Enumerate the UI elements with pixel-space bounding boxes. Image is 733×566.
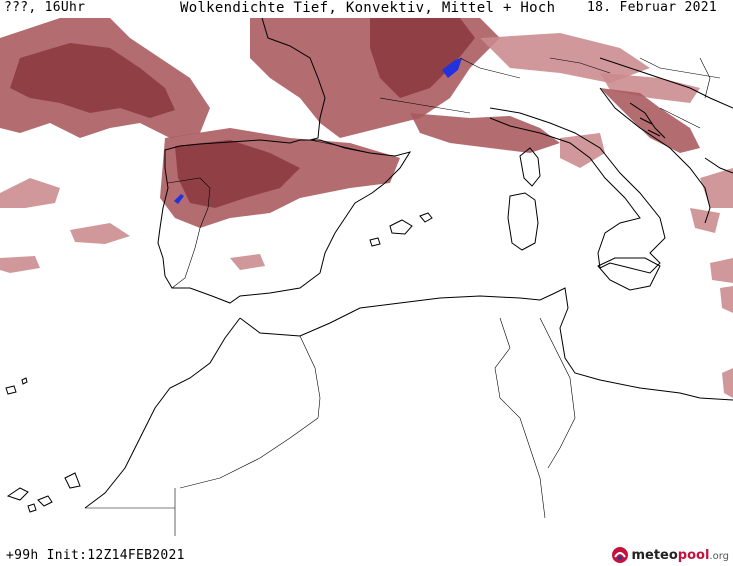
forecast-init-label: +99h Init:12Z14FEB2021: [6, 548, 185, 563]
forecast-date: 18. Februar 2021: [586, 0, 717, 15]
map-title: Wolkendichte Tief, Konvektiv, Mittel + H…: [180, 0, 556, 16]
meteopool-logo-icon: [612, 547, 629, 563]
cloud-area-ligurian: [410, 113, 560, 153]
meteopool-logo: meteopool.org: [611, 546, 729, 564]
location-time-label: ???, 16Uhr: [4, 0, 86, 15]
convective-cell-portugal: [174, 194, 184, 204]
coastlines: [5, 18, 733, 513]
convective-cell-alps: [442, 58, 462, 78]
borders: [85, 57, 721, 536]
cloud-layer: [0, 18, 733, 398]
cloud-density-map: [0, 18, 733, 536]
meteopool-logo-text: meteopool.org: [631, 547, 729, 563]
